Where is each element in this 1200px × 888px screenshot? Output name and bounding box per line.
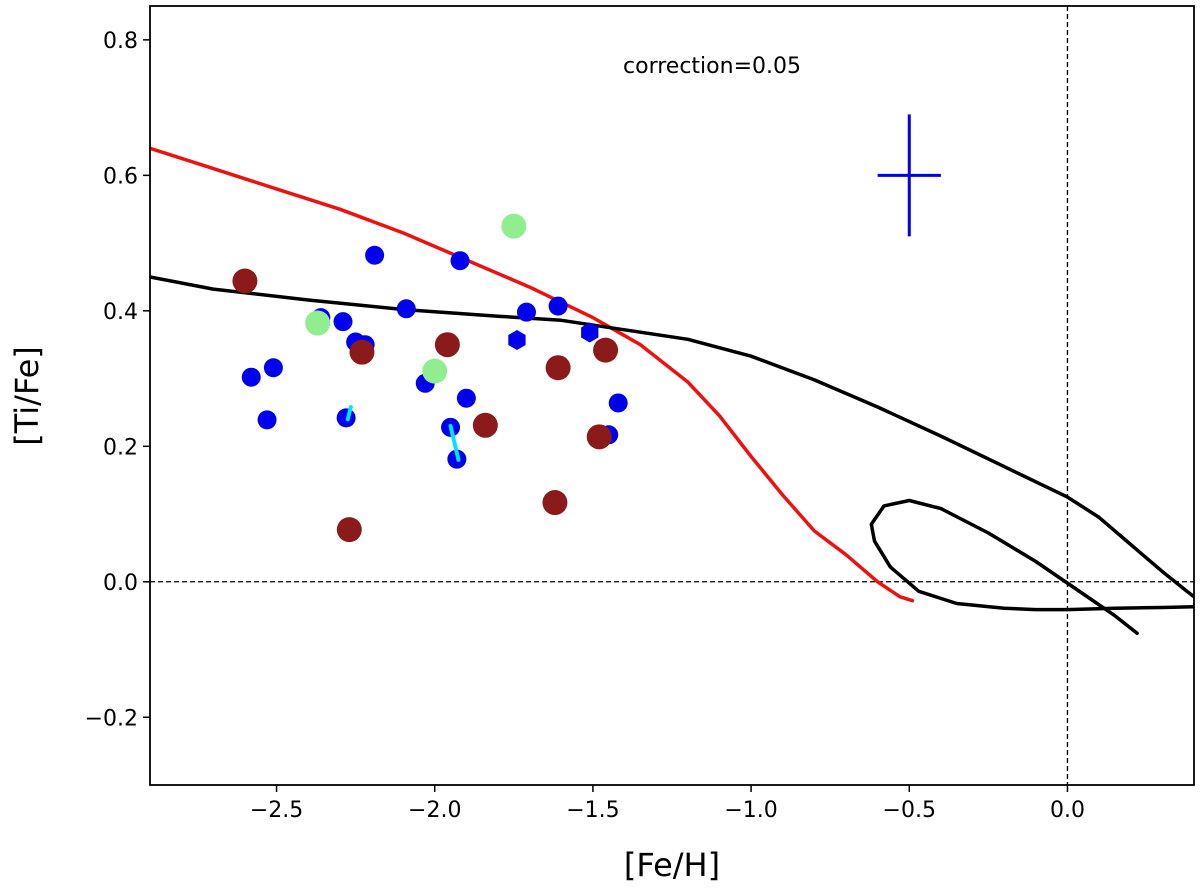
blue-hexagon-point [508,330,526,350]
y-tick-label: 0.2 [103,435,138,460]
blue-circle-point [241,367,261,387]
black-loop-curve [869,498,1194,636]
light-green-circle-point [422,358,448,384]
light-green-circle-point [305,310,331,336]
dark-red-circle-point [336,517,362,543]
blue-circle-point [365,245,385,265]
blue-circle-point [257,410,277,430]
reference-lines [150,6,1194,785]
blue-circle-point [608,393,628,413]
plot-frame [149,5,1195,786]
blue-circle-point [333,312,353,332]
dark-red-circle-point [434,332,460,358]
blue-circle-point [456,388,476,408]
x-tick-label: −1.5 [566,798,619,823]
y-axis-ticks: −0.2 0.0 0.2 0.4 0.6 0.8 [85,29,150,731]
light-green-circle-point [501,213,527,239]
y-tick-label: 0.8 [103,29,138,54]
y-tick-label: 0.4 [103,300,138,325]
y-axis-label: [Ti/Fe] [8,346,46,446]
x-tick-label: −2.5 [250,798,303,823]
dark-red-circle-point [545,355,571,381]
red-model-curve [150,146,915,603]
dark-red-circle-point [232,268,258,294]
y-tick-label: −0.2 [85,706,138,731]
correction-annotation: correction=0.05 [623,54,801,79]
error-bar [877,114,941,237]
x-tick-label: −0.5 [883,798,936,823]
dark-red-circle-point [586,424,612,450]
cyan-segment [448,423,461,462]
dark-red-circle-point [542,490,568,516]
x-tick-label: 0.0 [1050,798,1085,823]
x-axis-label: [Fe/H] [624,846,720,884]
dark-red-circle-point [472,412,498,438]
x-axis-ticks: −2.5 −2.0 −1.5 −1.0 −0.5 0.0 [250,785,1085,823]
model-curves [150,146,1194,636]
blue-hexagon-point [581,322,599,343]
y-tick-label: 0.6 [103,164,138,189]
dark-red-circle-point [349,339,375,365]
x-tick-label: −2.0 [408,798,461,823]
blue-circle-point [396,299,416,319]
x-tick-label: −1.0 [724,798,777,823]
dark-red-circle-point [593,337,619,363]
y-tick-label: 0.0 [103,571,138,596]
blue-circle-point [263,358,283,378]
cyan-segment [345,405,353,422]
blue-circle-point [450,251,470,271]
blue-circle-point [516,302,536,322]
blue-circle-point [548,296,568,316]
data-markers [232,213,628,543]
